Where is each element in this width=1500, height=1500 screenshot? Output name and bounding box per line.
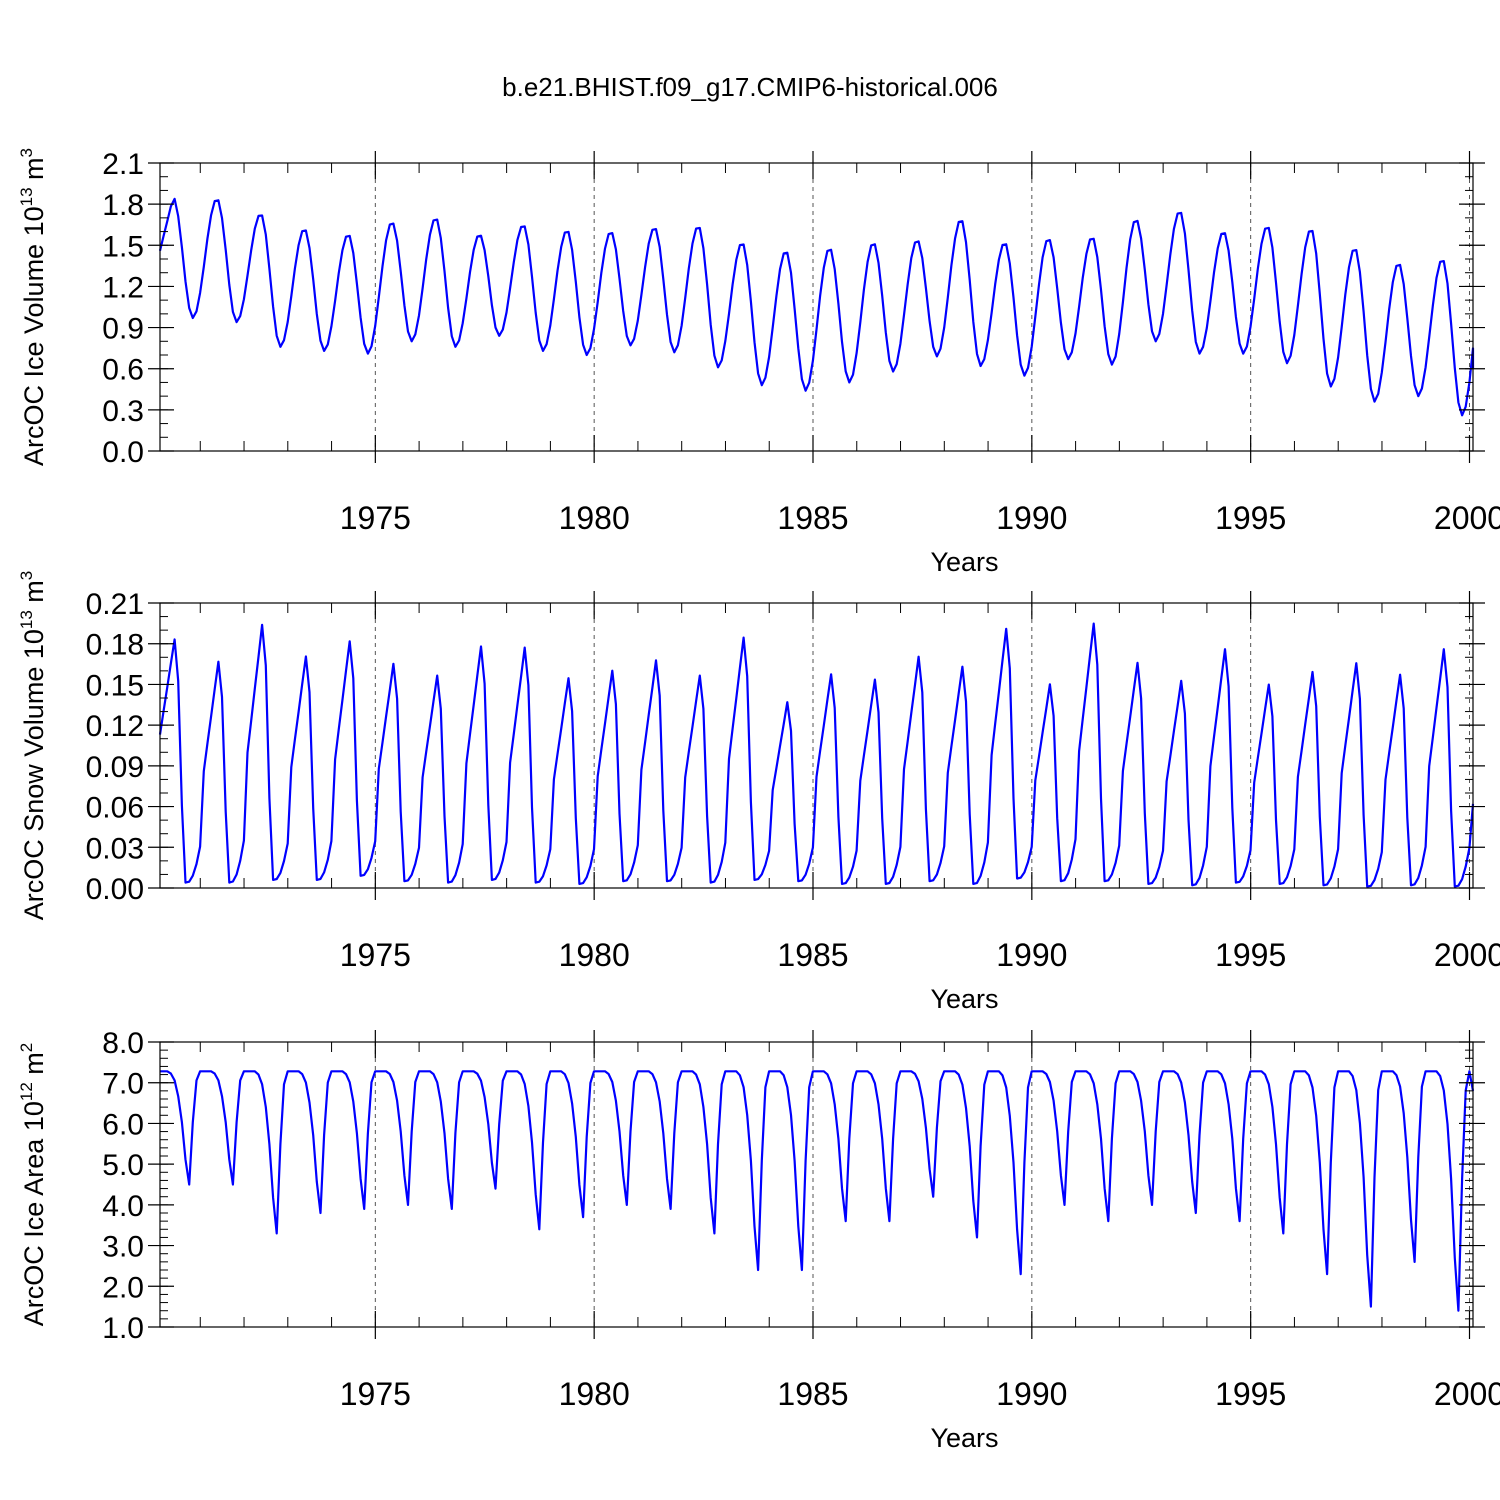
y-tick-label: 1.5 (102, 230, 144, 263)
y-tick-label: 6.0 (102, 1108, 144, 1141)
y-tick-label: 1.0 (102, 1312, 144, 1345)
x-tick-label: 1995 (1215, 500, 1286, 536)
chart-panel-2: 0.00 0.03 0.06 0.09 0.12 0.15 0.18 0.21 1975 1980… (17, 571, 1500, 1014)
y-tick-label: 2.0 (102, 1271, 144, 1304)
x-tick-label: 1990 (996, 1376, 1067, 1412)
chart-panel-1: 0.0 0.3 0.6 0.9 1.2 1.5 1.8 2.1 1975 1980 1985 1990… (17, 148, 1500, 577)
y-tick-label: 0.3 (102, 395, 144, 428)
y-axis-label: ArcOC Snow Volume 1013 m3 (17, 571, 49, 921)
x-tick-label: 1985 (777, 937, 848, 973)
x-tick-label: 1980 (559, 937, 630, 973)
y-tick-label: 0.03 (86, 832, 144, 865)
y-axis-label: ArcOC Ice Volume 1013 m3 (17, 148, 49, 466)
y-tick-label: 0.15 (86, 669, 144, 702)
plot-frame (159, 162, 1474, 452)
figure-title: b.e21.BHIST.f09_g17.CMIP6-historical.006 (502, 72, 998, 102)
x-tick-label: 1985 (777, 1376, 848, 1412)
x-tick-label: 2000 (1434, 500, 1500, 536)
y-tick-label: 0.00 (86, 873, 144, 906)
y-tick-label: 5.0 (102, 1149, 144, 1182)
series-line (158, 622, 1475, 888)
x-axis-label: Years (930, 984, 998, 1014)
y-tick-label: 0.12 (86, 710, 144, 743)
x-tick-label: 1995 (1215, 1376, 1286, 1412)
panels: 0.0 0.3 0.6 0.9 1.2 1.5 1.8 2.1 1975 1980 1985 1990… (17, 148, 1500, 1453)
y-tick-label: 0.21 (86, 588, 144, 621)
y-axis-label: ArcOC Ice Area 1012 m2 (17, 1043, 49, 1327)
x-tick-label: 2000 (1434, 937, 1500, 973)
y-tick-label: 0.09 (86, 751, 144, 784)
series-line (158, 197, 1475, 417)
y-tick-label: 8.0 (102, 1027, 144, 1060)
x-tick-label: 1985 (777, 500, 848, 536)
series-line (160, 1070, 1475, 1312)
x-tick-label: 1990 (996, 937, 1067, 973)
y-tick-label: 0.0 (102, 436, 144, 469)
y-tick-label: 0.06 (86, 792, 144, 825)
y-tick-label: 3.0 (102, 1231, 144, 1264)
y-tick-label: 1.8 (102, 189, 144, 222)
y-tick-label: 2.1 (102, 148, 144, 181)
y-tick-label: 7.0 (102, 1068, 144, 1101)
y-tick-label: 0.18 (86, 629, 144, 662)
y-tick-label: 1.2 (102, 271, 144, 304)
x-tick-label: 1990 (996, 500, 1067, 536)
x-tick-label: 1980 (559, 1376, 630, 1412)
y-tick-label: 0.9 (102, 313, 144, 346)
x-axis-label: Years (930, 547, 998, 577)
x-tick-label: 1975 (340, 1376, 411, 1412)
x-tick-label: 2000 (1434, 1376, 1500, 1412)
y-tick-label: 4.0 (102, 1190, 144, 1223)
plot-frame (159, 1041, 1474, 1328)
chart-panel-3: 1.0 2.0 3.0 4.0 5.0 6.0 7.0 8.0 1975 1980 1985 1990… (17, 1027, 1500, 1453)
x-tick-label: 1995 (1215, 937, 1286, 973)
x-tick-label: 1980 (559, 500, 630, 536)
x-tick-label: 1975 (340, 500, 411, 536)
x-tick-label: 1975 (340, 937, 411, 973)
y-tick-label: 0.6 (102, 354, 144, 387)
plot-frame (159, 602, 1474, 889)
x-axis-label: Years (930, 1423, 998, 1453)
